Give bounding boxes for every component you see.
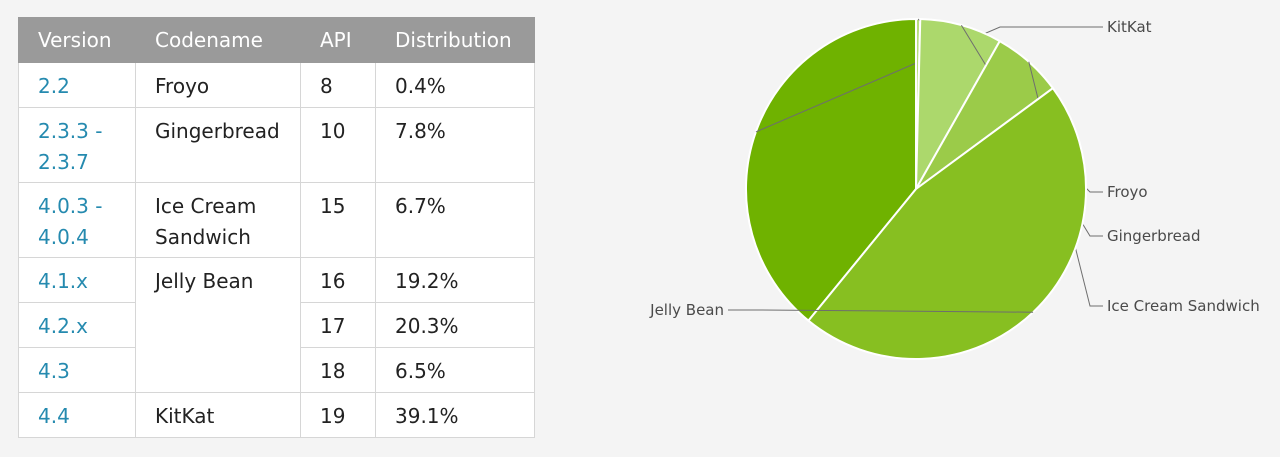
version-link[interactable]: 4.3 [18,347,136,393]
distribution-cell: 6.7% [375,182,535,258]
header-codename: Codename [135,17,301,63]
table-row: 4.0.3 - 4.0.4 Ice Cream Sandwich 15 6.7% [18,182,535,258]
distribution-table: Version Codename API Distribution 2.2 Fr… [18,17,535,438]
codename-cell: KitKat [135,392,301,438]
leader-line-kitkat [755,26,1103,133]
version-link[interactable]: 2.3.3 - 2.3.7 [18,107,136,183]
version-link[interactable]: 4.2.x [18,302,136,348]
header-version: Version [18,17,136,63]
version-link[interactable]: 4.4 [18,392,136,438]
distribution-cell: 20.3% [375,302,535,348]
table-header-row: Version Codename API Distribution [18,17,535,63]
api-cell: 15 [300,182,376,258]
table-row: 2.2 Froyo 8 0.4% [18,62,535,108]
table-row: 4.3 18 6.5% [18,347,535,393]
header-api: API [300,17,376,63]
distribution-cell: 0.4% [375,62,535,108]
pie-label-ice-cream-sandwich: Ice Cream Sandwich [1107,297,1260,315]
pie-label-jelly-bean: Jelly Bean [649,301,724,319]
distribution-cell: 6.5% [375,347,535,393]
distribution-cell: 39.1% [375,392,535,438]
api-cell: 10 [300,107,376,183]
version-link[interactable]: 4.0.3 - 4.0.4 [18,182,136,258]
pie-label-kitkat: KitKat [1107,18,1152,36]
pie-label-froyo: Froyo [1107,183,1148,201]
pie-label-gingerbread: Gingerbread [1107,227,1201,245]
api-cell: 19 [300,392,376,438]
distribution-cell: 19.2% [375,257,535,303]
codename-cell: Froyo [135,62,301,108]
api-cell: 16 [300,257,376,303]
codename-cell: Ice Cream Sandwich [135,182,301,258]
pie-slice-jelly-bean [807,86,1088,361]
leader-line-jelly-bean [728,309,1034,313]
table-row: 4.4 KitKat 19 39.1% [18,392,535,438]
